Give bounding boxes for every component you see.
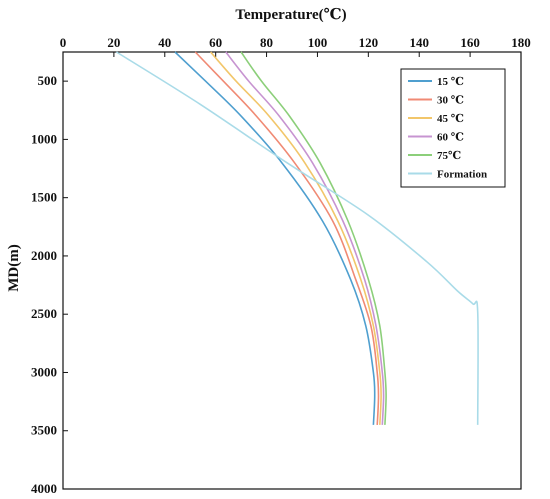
x-tick-label: 140 (409, 35, 429, 50)
series-line-4 (240, 51, 387, 425)
series-line-5 (115, 51, 479, 425)
x-axis-title: Temperature(℃) (235, 7, 346, 23)
x-tick-label: 180 (511, 35, 531, 50)
x-tick-label: 120 (359, 35, 379, 50)
plot-frame (62, 51, 522, 490)
legend-label: 75℃ (437, 150, 461, 162)
legend-label: 45 ℃ (437, 113, 464, 125)
series-line-3 (225, 51, 385, 425)
y-tick-label: 3500 (31, 423, 57, 438)
series-line-1 (194, 51, 380, 425)
legend-items: 15 ℃ 30 ℃ 45 ℃ 60 ℃ 75℃ Formation (408, 76, 487, 181)
series-line-2 (209, 51, 382, 425)
x-tick-label: 160 (460, 35, 480, 50)
legend: 15 ℃ 30 ℃ 45 ℃ 60 ℃ 75℃ Formation (400, 68, 506, 188)
x-tick-label: 100 (308, 35, 328, 50)
y-tick-label: 1000 (31, 131, 57, 146)
x-tick-label: 40 (158, 35, 171, 50)
y-tick-label: 3000 (31, 364, 57, 379)
legend-label: Formation (437, 169, 487, 181)
y-tick-label: 500 (38, 73, 58, 88)
series-line-0 (174, 51, 376, 425)
y-tick-label: 1500 (31, 190, 57, 205)
legend-box (400, 68, 506, 188)
y-tick-label: 2500 (31, 306, 57, 321)
legend-label: 15 ℃ (437, 76, 464, 88)
x-tick-label: 0 (60, 35, 67, 50)
legend-label: 30 ℃ (437, 95, 464, 107)
legend-label: 60 ℃ (437, 132, 464, 144)
y-tick-label: 4000 (31, 481, 57, 496)
y-axis-title: MD(m) (6, 244, 22, 291)
y-tick-label: 2000 (31, 248, 57, 263)
x-tick-label: 20 (107, 35, 120, 50)
series-layer (115, 51, 479, 425)
y-axis: 500 1000 1500 2000 2500 3000 3500 4000 (31, 73, 68, 496)
x-axis: 0 20 40 60 80 100 120 140 160 180 (60, 35, 531, 57)
x-tick-label: 80 (260, 35, 273, 50)
x-tick-label: 60 (209, 35, 222, 50)
